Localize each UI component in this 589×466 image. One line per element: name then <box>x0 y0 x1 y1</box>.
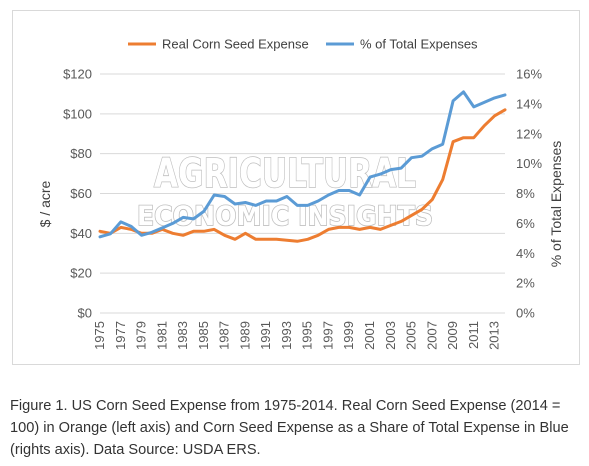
x-tick-label: 1989 <box>237 321 252 350</box>
right-tick-label: 14% <box>516 96 542 111</box>
x-tick-label: 2001 <box>362 321 377 350</box>
right-axis-title: % of Total Expenses <box>548 141 564 268</box>
gridlines <box>100 73 505 314</box>
x-tick-label: 1991 <box>258 321 273 350</box>
x-axis: 1975 1977 1979 1981 1983 1985 1987 1989 1991 1993… <box>92 321 502 350</box>
x-tick-label: 2005 <box>404 321 419 350</box>
x-tick-label: 1987 <box>217 321 232 350</box>
left-tick-label: $0 <box>78 306 92 321</box>
legend: Real Corn Seed Expense % of Total Expense… <box>128 37 478 52</box>
legend-label: % of Total Expenses <box>360 37 478 52</box>
x-tick-label: 1975 <box>92 321 107 350</box>
left-tick-label: $60 <box>70 186 92 201</box>
left-tick-label: $100 <box>63 106 92 121</box>
x-tick-label: 2013 <box>487 321 502 350</box>
x-tick-label: 1977 <box>113 321 128 350</box>
right-y-axis: 0% 2% 4% 6% 8% 10% 12% 14% 16% <box>516 67 542 321</box>
x-tick-label: 1997 <box>321 321 336 350</box>
seed-expense-line <box>98 108 507 243</box>
left-tick-label: $20 <box>70 266 92 281</box>
x-tick-label: 2009 <box>445 321 460 350</box>
x-tick-label: 2007 <box>424 321 439 350</box>
left-tick-label: $80 <box>70 146 92 161</box>
x-tick-label: 1985 <box>196 321 211 350</box>
x-tick-label: 1999 <box>341 321 356 350</box>
left-y-axis: $0 $20 $40 $60 $80 $100 $120 <box>63 67 92 321</box>
legend-label: Real Corn Seed Expense <box>162 37 309 52</box>
right-tick-label: 4% <box>516 246 535 261</box>
right-tick-label: 10% <box>516 156 542 171</box>
series-lines <box>98 90 507 243</box>
watermark-line-1: AGRICULTURAL <box>154 151 416 197</box>
left-tick-label: $120 <box>63 67 92 82</box>
right-tick-label: 6% <box>516 216 535 231</box>
chart-container: AGRICULTURAL ECONOMIC INSIGHTS $0 $20 $40 $… <box>12 10 580 365</box>
x-tick-label: 2011 <box>466 321 481 349</box>
x-tick-label: 1993 <box>279 321 294 350</box>
x-tick-label: 1979 <box>134 321 149 350</box>
right-tick-label: 16% <box>516 67 542 82</box>
right-tick-label: 2% <box>516 276 535 291</box>
right-tick-label: 8% <box>516 186 535 201</box>
x-tick-label: 1983 <box>175 321 190 350</box>
left-tick-label: $40 <box>70 226 92 241</box>
figure-caption: Figure 1. US Corn Seed Expense from 1975… <box>10 398 569 458</box>
x-tick-label: 2003 <box>383 321 398 350</box>
chart-svg: AGRICULTURAL ECONOMIC INSIGHTS $0$20$40$… <box>37 37 564 350</box>
right-tick-label: 12% <box>516 126 542 141</box>
x-tick-label: 1995 <box>300 321 315 350</box>
left-axis-title: $ / acre <box>37 180 53 227</box>
share-of-expenses-line <box>98 90 507 239</box>
x-tick-label: 1981 <box>154 321 169 350</box>
right-tick-label: 0% <box>516 306 535 321</box>
